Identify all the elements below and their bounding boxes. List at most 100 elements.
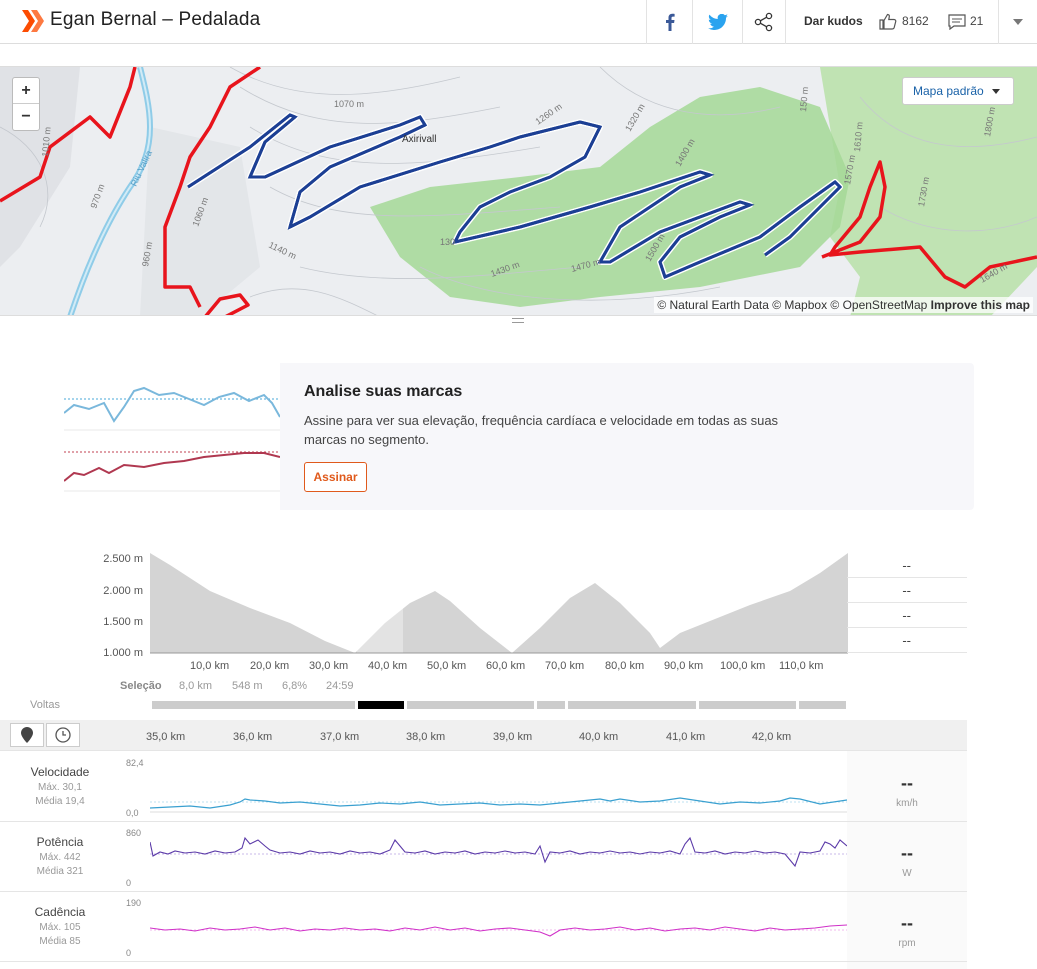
map-type-dropdown[interactable]: Mapa padrão bbox=[902, 77, 1014, 105]
map-label: 1260 m bbox=[533, 101, 563, 126]
readout-value: -- bbox=[847, 578, 967, 603]
improve-map-link[interactable]: Improve this map bbox=[930, 298, 1030, 312]
stream-scale-max: 860 bbox=[126, 828, 142, 838]
elevation-x-tick: 70,0 km bbox=[545, 660, 585, 672]
stream-name: Velocidade bbox=[30, 765, 90, 779]
elevation-x-tick: 80,0 km bbox=[605, 660, 645, 672]
elevation-selection[interactable] bbox=[357, 553, 403, 653]
zoom-control: + − bbox=[12, 77, 40, 131]
speed-unit: km/h bbox=[896, 798, 918, 809]
time-axis-button[interactable] bbox=[46, 723, 80, 747]
map-label: 970 m bbox=[88, 183, 106, 210]
stream-x-tick: 42,0 km bbox=[752, 731, 792, 743]
stream-x-tick: 38,0 km bbox=[406, 731, 446, 743]
stream-scale-min: 0,0 bbox=[126, 808, 139, 818]
stream-x-tick: 35,0 km bbox=[146, 731, 186, 743]
upsell-preview-chart bbox=[63, 363, 281, 510]
elevation-x-tick: 30,0 km bbox=[309, 660, 349, 672]
speed-value: -- bbox=[901, 773, 913, 793]
stream-x-tick: 41,0 km bbox=[666, 731, 706, 743]
map-canvas[interactable]: 1070 m Axirivall 1260 m 1320 m 1400 m 15… bbox=[0, 67, 1037, 316]
stream-avg: Média 321 bbox=[36, 866, 84, 877]
share-icon bbox=[754, 12, 773, 32]
selection-time: 24:59 bbox=[326, 680, 354, 692]
map-label: 1070 m bbox=[334, 99, 364, 109]
speed-stream-chart[interactable] bbox=[150, 752, 847, 820]
map-pin-icon bbox=[21, 727, 33, 743]
activity-header: Egan Bernal – Pedalada Dar kudos 8162 21 bbox=[0, 0, 1037, 44]
power-stream-chart[interactable] bbox=[150, 822, 847, 890]
stream-x-tick: 39,0 km bbox=[493, 731, 533, 743]
twitter-share-button[interactable] bbox=[692, 0, 742, 44]
lap-bar-selected[interactable] bbox=[358, 701, 404, 709]
stream-scale-min: 0 bbox=[126, 948, 132, 958]
zoom-out-button[interactable]: − bbox=[21, 108, 31, 125]
chevron-down-icon bbox=[1013, 19, 1023, 25]
upsell-card bbox=[63, 363, 974, 510]
thumbs-up-icon[interactable] bbox=[879, 13, 897, 30]
subscribe-button[interactable]: Assinar bbox=[304, 462, 367, 492]
elevation-x-tick: 10,0 km bbox=[190, 660, 230, 672]
elevation-x-tick: 20,0 km bbox=[250, 660, 290, 672]
lap-bar[interactable] bbox=[407, 701, 534, 709]
lap-bar[interactable] bbox=[152, 701, 355, 709]
stream-max: Máx. 30,1 bbox=[38, 782, 82, 793]
activity-title: Egan Bernal – Pedalada bbox=[50, 9, 261, 30]
stream-scale-max: 190 bbox=[126, 898, 142, 908]
elevation-x-tick: 40,0 km bbox=[368, 660, 408, 672]
strava-chevrons-icon[interactable] bbox=[22, 10, 44, 32]
facebook-icon bbox=[665, 13, 675, 31]
map-resize-handle[interactable] bbox=[512, 318, 524, 323]
map-label: 130 bbox=[440, 237, 455, 247]
stream-x-tick: 36,0 km bbox=[233, 731, 273, 743]
stream-readout-panel bbox=[847, 750, 967, 969]
row-divider bbox=[0, 961, 967, 962]
lap-bar[interactable] bbox=[799, 701, 846, 709]
lap-bar[interactable] bbox=[537, 701, 565, 709]
lap-bar[interactable] bbox=[699, 701, 796, 709]
stream-avg: Média 19,4 bbox=[35, 796, 85, 807]
elevation-y-tick: 2.000 m bbox=[103, 585, 143, 597]
more-actions-button[interactable] bbox=[998, 0, 1037, 44]
elevation-x-tick: 50,0 km bbox=[427, 660, 467, 672]
twitter-icon bbox=[707, 14, 728, 30]
cadence-value: -- bbox=[901, 913, 913, 933]
cadence-stream-chart[interactable] bbox=[150, 892, 847, 960]
row-divider bbox=[0, 821, 967, 822]
readout-value: -- bbox=[847, 603, 967, 628]
stream-name: Cadência bbox=[34, 905, 86, 919]
map-label: 150 m bbox=[798, 86, 810, 112]
elevation-x-tick: 100,0 km bbox=[720, 660, 766, 672]
lap-bar[interactable] bbox=[568, 701, 696, 709]
map-label: 1010 m bbox=[40, 126, 53, 157]
elevation-y-tick: 1.500 m bbox=[103, 616, 143, 628]
attribution-text: © Natural Earth Data © Mapbox © OpenStre… bbox=[657, 298, 928, 312]
facebook-share-button[interactable] bbox=[646, 0, 692, 44]
kudos-count[interactable]: 8162 bbox=[902, 14, 929, 28]
distance-axis-button[interactable] bbox=[10, 723, 44, 747]
elevation-x-tick: 110,0 km bbox=[779, 660, 824, 672]
stream-max: Máx. 442 bbox=[39, 852, 81, 863]
route-map[interactable]: 1070 m Axirivall 1260 m 1320 m 1400 m 15… bbox=[0, 66, 1037, 316]
selection-label: Seleção bbox=[120, 680, 162, 692]
streams-toolbar bbox=[0, 720, 967, 750]
give-kudos-button[interactable]: Dar kudos bbox=[804, 14, 863, 28]
map-label: Axirivall bbox=[402, 134, 436, 145]
upsell-text: Assine para ver sua elevação, frequência… bbox=[304, 413, 779, 447]
share-button[interactable] bbox=[742, 0, 786, 44]
comment-icon[interactable] bbox=[948, 14, 966, 30]
stream-x-tick: 40,0 km bbox=[579, 731, 619, 743]
selection-grade: 6,8% bbox=[282, 680, 308, 692]
elevation-x-tick: 90,0 km bbox=[664, 660, 704, 672]
stream-x-tick: 37,0 km bbox=[320, 731, 360, 743]
elevation-profile[interactable] bbox=[150, 553, 848, 657]
comments-count[interactable]: 21 bbox=[970, 14, 984, 28]
stream-avg: Média 85 bbox=[39, 936, 81, 947]
elevation-readout: -- -- -- -- bbox=[847, 553, 967, 653]
map-attribution: © Natural Earth Data © Mapbox © OpenStre… bbox=[654, 297, 1033, 313]
elevation-y-tick: 2.500 m bbox=[103, 553, 143, 565]
zoom-in-button[interactable]: + bbox=[13, 78, 39, 104]
selection-elevation: 548 m bbox=[232, 680, 263, 692]
clock-icon bbox=[55, 727, 71, 743]
map-label: 960 m bbox=[140, 241, 154, 267]
